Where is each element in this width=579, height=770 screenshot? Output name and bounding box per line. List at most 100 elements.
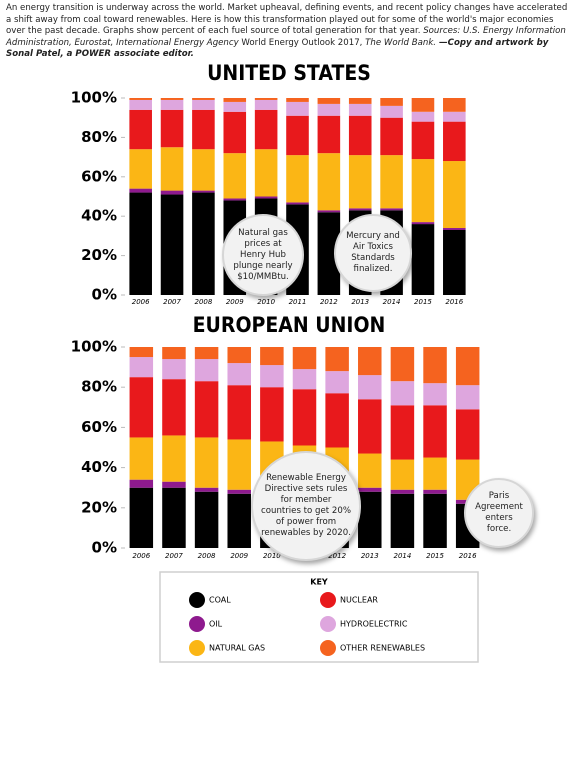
bar-segment — [423, 405, 447, 458]
bar-segment — [192, 190, 215, 193]
bar-segment — [260, 387, 284, 442]
bar-segment — [292, 347, 317, 370]
bar-segment — [380, 105, 403, 118]
bar-segment — [423, 457, 447, 490]
bar-segment — [160, 98, 184, 100]
bar-segment — [129, 377, 154, 438]
x-tick-label: 2010 — [263, 552, 281, 560]
key-swatch — [320, 616, 336, 632]
bar-segment — [260, 347, 284, 366]
y-tick-label: 20% — [81, 246, 117, 264]
bar-segment — [194, 381, 219, 438]
x-tick-label: 2015 — [414, 298, 432, 306]
bar-segment — [162, 487, 186, 548]
chart-title: UNITED STATES — [207, 60, 371, 85]
bar-segment — [160, 109, 184, 148]
bar-segment — [325, 393, 349, 448]
bar-segment — [380, 155, 403, 209]
bar-segment — [455, 347, 480, 386]
bar-segment — [254, 149, 278, 197]
bar-segment — [317, 115, 341, 154]
bar-segment — [129, 357, 154, 378]
y-tick-label: 40% — [81, 207, 117, 225]
key-label: OIL — [209, 620, 223, 629]
bar-segment — [411, 159, 435, 223]
intro-text: World Energy Outlook 2017, — [238, 37, 366, 48]
y-tick-label: 40% — [81, 458, 117, 476]
bar-segment — [390, 493, 415, 548]
bar-segment — [254, 196, 278, 199]
bar-segment — [348, 208, 372, 211]
bar-segment — [348, 115, 372, 156]
x-tick-label: 2009 — [226, 298, 244, 306]
bar-segment — [227, 489, 251, 494]
x-tick-label: 2012 — [320, 298, 338, 306]
x-tick-label: 2009 — [230, 552, 248, 560]
bar-segment — [286, 98, 309, 102]
x-tick-label: 2007 — [165, 552, 183, 560]
key-swatch — [189, 616, 205, 632]
bar-segment — [443, 111, 466, 122]
bar-segment — [325, 347, 349, 372]
bar-segment — [390, 459, 415, 490]
bar-segment — [390, 405, 415, 460]
bar-segment — [411, 222, 435, 225]
bar-segment — [194, 359, 219, 382]
bar-segment — [455, 409, 480, 460]
annotation: Natural gas prices at Henry Hub plunge n… — [222, 214, 304, 296]
intro-text: An energy transition is underway across … — [6, 3, 568, 36]
bar-segment — [223, 198, 247, 201]
bar-segment — [129, 99, 152, 110]
bar-segment — [227, 347, 251, 364]
bar-segment — [227, 363, 251, 386]
bar-segment — [194, 487, 219, 492]
bar-segment — [317, 98, 341, 104]
bar-segment — [358, 453, 382, 488]
key-box — [159, 571, 479, 663]
bar-segment — [286, 115, 309, 156]
y-tick-label: 0% — [92, 286, 117, 304]
bar-segment — [129, 149, 152, 189]
chart-title: EUROPEAN UNION — [193, 312, 386, 337]
bar-segment — [254, 109, 278, 150]
key-swatch — [189, 592, 205, 608]
intro-credit: —Copy and artwork by Sonal Patel, a POWE… — [6, 37, 549, 60]
bar-segment — [162, 359, 186, 380]
bar-segment — [160, 147, 184, 191]
bar-segment — [160, 190, 184, 195]
bar-segment — [194, 491, 219, 548]
bar-segment — [358, 347, 382, 376]
bar-segment — [358, 491, 382, 548]
bar-segment — [129, 98, 152, 100]
y-tick-label: 80% — [81, 378, 117, 396]
intro-sources: Sources: U.S. Energy Information Adminis… — [6, 26, 566, 48]
bar-segment — [286, 155, 309, 203]
x-tick-label: 2012 — [328, 552, 346, 560]
bar-segment — [443, 161, 466, 229]
x-tick-label: 2007 — [163, 298, 181, 306]
intro: An energy transition is underway across … — [6, 3, 572, 61]
key-title: KEY — [310, 578, 328, 587]
bar-segment — [358, 487, 382, 492]
bar-segment — [192, 109, 215, 150]
bar-segment — [411, 224, 435, 295]
bar-segment — [358, 375, 382, 400]
x-tick-label: 2013 — [361, 552, 379, 560]
x-tick-label: 2013 — [351, 298, 369, 306]
key-label: OTHER RENEWABLES — [340, 644, 425, 653]
key-label: COAL — [209, 596, 231, 605]
bar-segment — [423, 383, 447, 406]
bar-segment — [192, 98, 215, 100]
bar-segment — [223, 101, 247, 112]
bar-segment — [411, 98, 435, 112]
bar-segment — [227, 385, 251, 440]
bar-segment — [192, 192, 215, 295]
x-tick-label: 2015 — [426, 552, 444, 560]
annotation: Paris Agreement enters force. — [464, 478, 534, 548]
bar-segment — [455, 385, 480, 410]
bar-segment — [129, 479, 154, 488]
bar-segment — [390, 347, 415, 382]
bar-segment — [160, 99, 184, 110]
